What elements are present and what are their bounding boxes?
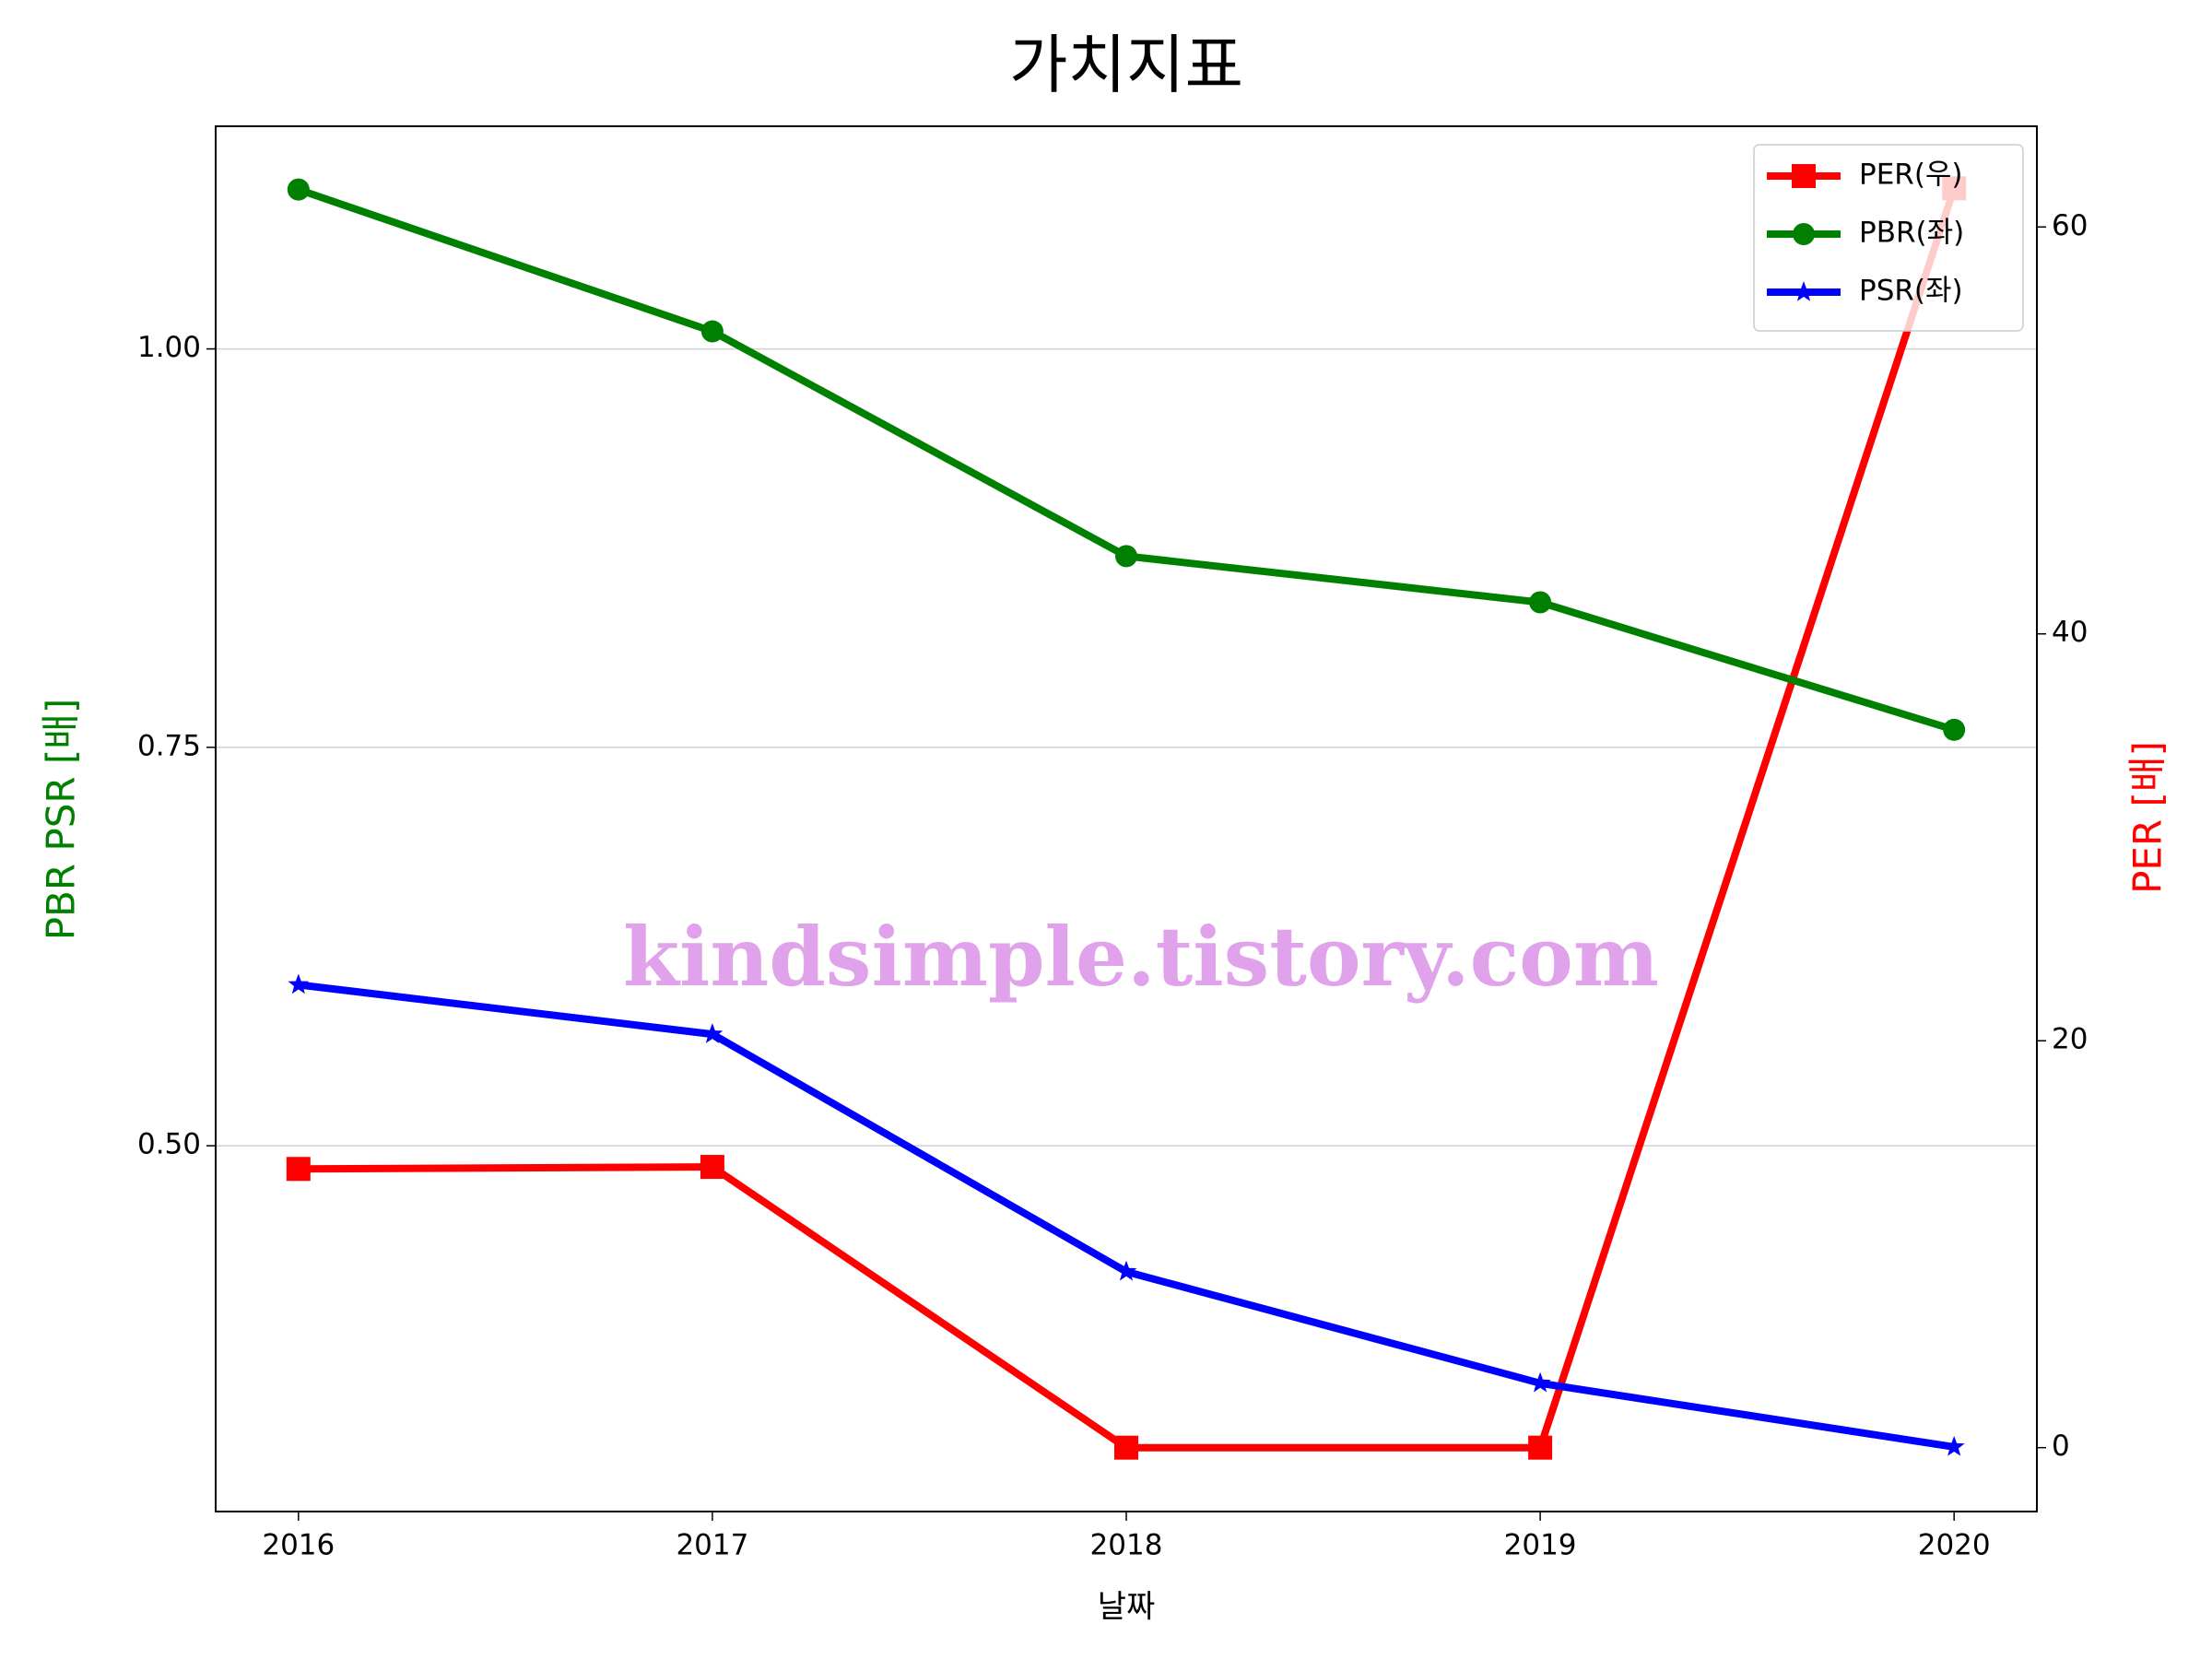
x-tick-label: 2017 [676, 1529, 748, 1562]
x-tick-label: 2020 [1918, 1529, 1991, 1562]
marker [700, 320, 724, 343]
y-tick-label: 0.50 [137, 1128, 201, 1161]
marker [286, 1157, 311, 1182]
x-axis-label: 날짜 [1098, 1589, 1156, 1626]
y2-tick-label: 60 [2052, 209, 2088, 242]
line [297, 185, 1956, 734]
legend-label: PSR(좌) [1859, 275, 1963, 308]
plot-frame [215, 125, 2038, 1512]
legend-box [1753, 144, 2024, 332]
y-tick-label: 0.75 [137, 729, 201, 762]
marker [1529, 1371, 1551, 1393]
series [288, 973, 1965, 1456]
line [298, 187, 1958, 1452]
series [287, 178, 1966, 741]
x-tick-label: 2016 [262, 1529, 335, 1562]
marker [1528, 1435, 1553, 1460]
legend-label: PBR(좌) [1859, 217, 1964, 250]
legend: PER(우) PBR(좌) PSR(좌) [1753, 144, 2024, 332]
marker [1529, 591, 1552, 614]
x-tick-label: 2018 [1090, 1529, 1163, 1562]
marker [288, 973, 310, 994]
marker [1943, 718, 1966, 741]
marker [1115, 545, 1137, 568]
y2-tick-label: 40 [2052, 616, 2088, 649]
marker [1943, 1435, 1965, 1456]
watermark: kindsimple.tistory.com [623, 909, 1659, 1005]
line [298, 981, 1955, 1451]
x-tick-label: 2019 [1504, 1529, 1577, 1562]
marker [287, 178, 310, 201]
marker [700, 1155, 724, 1180]
marker [1793, 281, 1815, 301]
legend-label: PER(우) [1859, 159, 1963, 192]
marker [1792, 164, 1816, 188]
marker [1115, 1260, 1137, 1281]
marker [701, 1023, 724, 1043]
y2-tick-label: 20 [2052, 1023, 2088, 1056]
marker [1793, 223, 1815, 245]
y-tick-label: 1.00 [137, 331, 201, 364]
y2-axis-label: PER [배] [2125, 741, 2171, 894]
marker [1114, 1435, 1138, 1460]
y-axis-label: PBR PSR [배] [39, 699, 84, 941]
chart-title: 가치지표 [1009, 29, 1243, 102]
y2-tick-label: 0 [2052, 1430, 2070, 1463]
